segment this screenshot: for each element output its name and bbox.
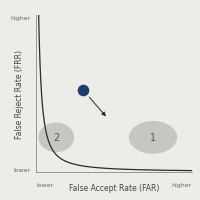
Ellipse shape	[130, 122, 176, 153]
Point	[81, 89, 84, 92]
Ellipse shape	[39, 124, 73, 152]
Text: False Accept Rate (FAR): False Accept Rate (FAR)	[69, 183, 159, 192]
Text: higher: higher	[11, 16, 31, 21]
Text: 1: 1	[150, 133, 156, 143]
Text: 2: 2	[53, 133, 59, 143]
Text: higher: higher	[172, 182, 192, 187]
Text: lower: lower	[14, 167, 31, 172]
Text: False Reject Rate (FRR): False Reject Rate (FRR)	[15, 50, 25, 138]
Text: lower: lower	[36, 182, 53, 187]
